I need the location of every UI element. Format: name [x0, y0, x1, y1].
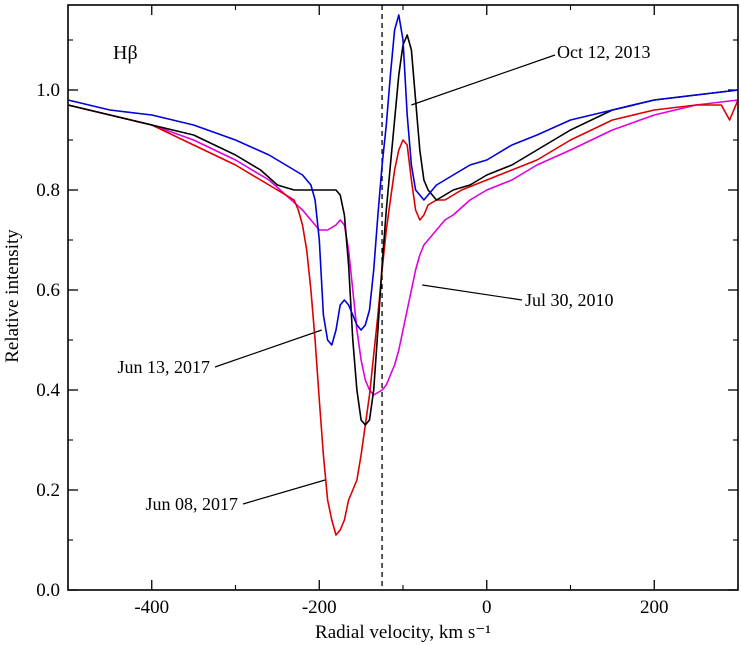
y-axis-title: Relative intensity — [2, 229, 23, 363]
annotation-label-jun-08-2017: Jun 08, 2017 — [145, 494, 238, 514]
series-line-oct-12-2013 — [67, 34, 739, 426]
x-tick-label: -200 — [302, 597, 337, 618]
y-tick-label: 0.4 — [36, 380, 60, 401]
series-line-jul-30-2010 — [67, 99, 739, 396]
series-lines — [67, 14, 739, 536]
y-tick-label: 0.2 — [36, 480, 60, 501]
annotation-leader-line — [214, 329, 322, 368]
y-tick-label: 1.0 — [36, 80, 60, 101]
series-line-jun-08-2017 — [67, 99, 739, 536]
annotation-label-jul-30-2010: Jul 30, 2010 — [525, 290, 614, 310]
annotation-leader-line — [242, 479, 326, 505]
x-tick-label: 0 — [482, 597, 492, 618]
tick-labels: -400 -200 0 200 0.0 0.2 0.4 0.6 0.8 1.0 — [36, 80, 668, 618]
annotation-leader-line — [422, 284, 523, 301]
plot-frame — [67, 4, 739, 591]
y-tick-label: 0.6 — [36, 280, 60, 301]
annotation-leader-line — [411, 54, 556, 106]
x-tick-label: 200 — [640, 597, 669, 618]
x-tick-label: -400 — [134, 597, 169, 618]
series-line-jun-13-2017 — [67, 14, 739, 346]
annotation-label-oct-12-2013: Oct 12, 2013 — [557, 42, 651, 62]
y-tick-label: 0.8 — [36, 180, 60, 201]
y-tick-label: 0.0 — [36, 580, 60, 601]
tick-marks — [67, 5, 739, 591]
annotation-label-jun-13-2017: Jun 13, 2017 — [117, 357, 210, 377]
annotations: Oct 12, 2013 Jul 30, 2010 Jun 13, 2017 Jun … — [117, 42, 650, 514]
x-axis-title: Radial velocity, km s⁻¹ — [315, 622, 491, 643]
panel-label: Hβ — [113, 42, 138, 64]
